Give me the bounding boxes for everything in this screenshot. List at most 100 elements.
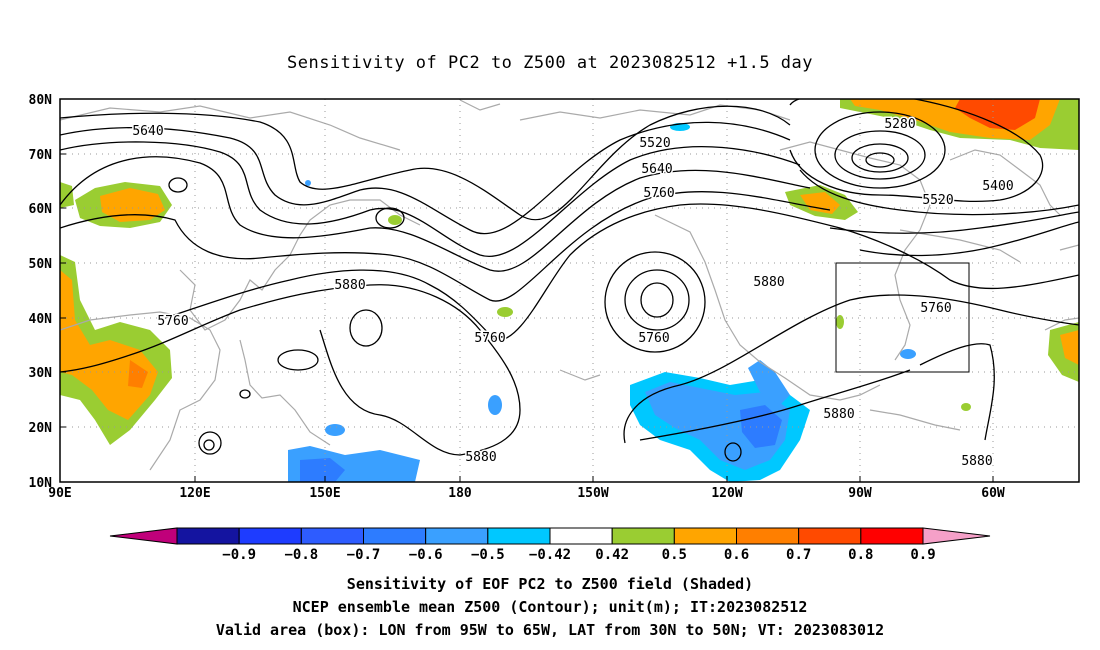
negative-region-east-pacific-max bbox=[740, 405, 782, 448]
contour-north-2 bbox=[60, 141, 801, 258]
contour-label: 5760 bbox=[638, 331, 669, 346]
positive-region-asia-max bbox=[128, 360, 148, 388]
negative-blob-1 bbox=[488, 395, 502, 415]
contour-5640-mid bbox=[60, 156, 811, 272]
closed-contour-tropic-3 bbox=[239, 389, 251, 399]
contour-5520-east bbox=[799, 169, 1079, 216]
caption-line-2: NCEP ensemble mean Z500 (Contour); unit(… bbox=[293, 598, 808, 616]
contour-label: 5400 bbox=[982, 179, 1013, 194]
colorbar: −0.9 −0.8 −0.7 −0.6 −0.5 −0.42 0.42 0.5 0.6 0.7 0.… bbox=[109, 527, 991, 563]
contour-5640-west bbox=[60, 105, 791, 221]
closed-contour-siberia bbox=[168, 177, 188, 193]
lat-label: 80N bbox=[29, 93, 53, 108]
lat-label: 70N bbox=[29, 148, 53, 163]
contour-label: 5760 bbox=[643, 186, 674, 201]
contour-east-3 bbox=[859, 221, 1079, 257]
closed-contour-tropic-2 bbox=[203, 439, 215, 451]
lon-label: 180 bbox=[448, 486, 472, 501]
caption-line-3: Valid area (box): LON from 95W to 65W, L… bbox=[216, 621, 884, 639]
valid-area-box bbox=[835, 262, 970, 373]
coastlines bbox=[60, 99, 1079, 471]
contour-5880-far-east bbox=[919, 343, 995, 441]
colorbar-swatch bbox=[487, 527, 551, 545]
contour-5400 bbox=[789, 99, 1044, 203]
closed-contour-tropic-4 bbox=[724, 442, 742, 462]
contour-north-1 bbox=[60, 121, 791, 235]
colorbar-swatch bbox=[611, 527, 675, 545]
lon-label: 90W bbox=[848, 486, 872, 501]
contour-5760 bbox=[164, 203, 1079, 341]
colorbar-swatch bbox=[238, 527, 302, 545]
figure-title: Sensitivity of PC2 to Z500 at 2023082512… bbox=[287, 53, 813, 73]
map-area: 5640 5520 5640 5760 5280 5400 5520 5880 … bbox=[60, 99, 1079, 482]
negative-blob-4 bbox=[900, 349, 916, 359]
closed-contour-west-pacific bbox=[349, 309, 383, 347]
contour-label: 5880 bbox=[823, 407, 854, 422]
lon-label: 150W bbox=[577, 486, 608, 501]
colorbar-label: −0.5 bbox=[471, 547, 505, 563]
lat-label: 60N bbox=[29, 202, 53, 217]
sensitivity-shading bbox=[60, 99, 1079, 482]
colorbar-max-arrow bbox=[922, 527, 991, 545]
lat-label: 20N bbox=[29, 421, 53, 436]
colorbar-swatch bbox=[549, 527, 613, 545]
negative-region-gulf bbox=[748, 360, 790, 405]
high-center-1 bbox=[640, 282, 674, 318]
positive-blob-pacific bbox=[497, 307, 513, 317]
negative-blob-2 bbox=[325, 424, 345, 436]
lon-label: 60W bbox=[981, 486, 1005, 501]
contour-label: 5880 bbox=[753, 275, 784, 290]
contour-label: 5640 bbox=[641, 162, 672, 177]
lat-label: 10N bbox=[29, 476, 53, 491]
colorbar-swatch bbox=[425, 527, 489, 545]
z500-contours bbox=[60, 99, 1079, 462]
colorbar-min-arrow bbox=[109, 527, 178, 545]
positive-blob-mexico bbox=[836, 315, 844, 329]
caption-line-1: Sensitivity of EOF PC2 to Z500 field (Sh… bbox=[347, 575, 753, 593]
contour-label: 5640 bbox=[132, 124, 163, 139]
lat-label: 30N bbox=[29, 366, 53, 381]
latitude-labels: 80N 70N 60N 50N 40N 30N 20N 10N bbox=[29, 93, 53, 491]
positive-region-africa-core bbox=[1060, 330, 1079, 365]
contour-5760-mid bbox=[60, 190, 831, 302]
colorbar-label: −0.6 bbox=[409, 547, 443, 563]
contour-label: 5760 bbox=[157, 314, 188, 329]
colorbar-label: −0.42 bbox=[529, 547, 571, 563]
positive-region-greenland-max bbox=[955, 99, 1040, 130]
low-center-1 bbox=[865, 152, 895, 168]
colorbar-swatch bbox=[798, 527, 862, 545]
colorbar-label: −0.8 bbox=[284, 547, 318, 563]
colorbar-label: 0.7 bbox=[786, 547, 811, 563]
lon-label: 150E bbox=[309, 486, 340, 501]
graticule bbox=[60, 99, 1079, 482]
low-center-2 bbox=[851, 143, 909, 173]
colorbar-label: −0.9 bbox=[222, 547, 256, 563]
colorbar-label: 0.42 bbox=[595, 547, 629, 563]
colorbar-label: 0.5 bbox=[662, 547, 687, 563]
lat-label: 50N bbox=[29, 257, 53, 272]
high-center-2 bbox=[624, 269, 690, 331]
contour-label: 5880 bbox=[334, 278, 365, 293]
closed-contour-okhotsk bbox=[375, 207, 405, 229]
map-frame bbox=[59, 98, 1080, 483]
contour-5880-south bbox=[639, 369, 911, 441]
colorbar-swatch bbox=[673, 527, 737, 545]
closed-contour-sea bbox=[277, 349, 319, 371]
low-center-4 bbox=[814, 111, 946, 189]
colorbar-label: 0.9 bbox=[910, 547, 935, 563]
lat-label: 40N bbox=[29, 312, 53, 327]
lon-label: 120E bbox=[179, 486, 210, 501]
colorbar-swatch bbox=[363, 527, 427, 545]
tick-marks bbox=[60, 98, 994, 482]
positive-blob-kamchatka bbox=[388, 215, 402, 225]
positive-region-west-edge bbox=[60, 182, 74, 208]
high-center-3 bbox=[604, 251, 706, 353]
contour-label: 5760 bbox=[474, 331, 505, 346]
colorbar-label: −0.7 bbox=[347, 547, 381, 563]
contour-label: 5520 bbox=[922, 193, 953, 208]
contour-label: 5880 bbox=[961, 454, 992, 469]
contour-label: 5880 bbox=[465, 450, 496, 465]
colorbar-swatch bbox=[860, 527, 924, 545]
contour-5880 bbox=[60, 284, 521, 456]
